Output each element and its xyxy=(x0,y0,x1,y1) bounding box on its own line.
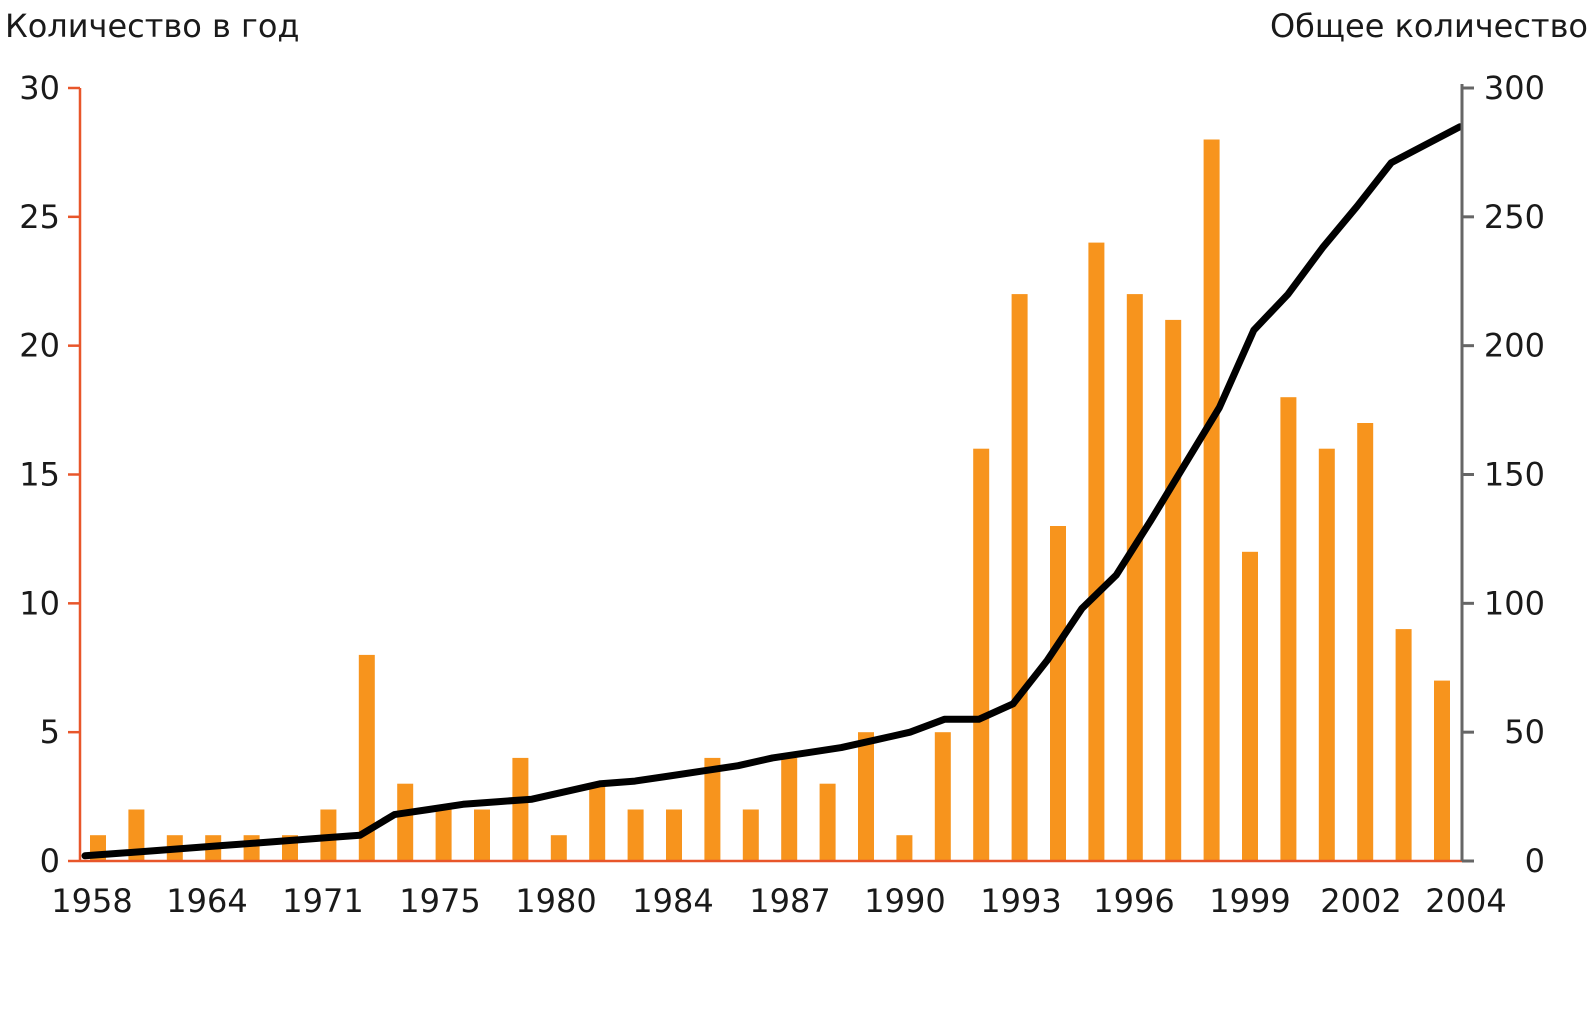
bar xyxy=(512,757,529,861)
bar xyxy=(704,757,721,861)
bar xyxy=(550,835,567,861)
x-tick-label: 1958 xyxy=(51,882,132,920)
x-tick-label: 1975 xyxy=(399,882,480,920)
bar xyxy=(1203,139,1220,861)
y-right-tick-label: 250 xyxy=(1484,198,1545,236)
bar xyxy=(435,809,452,861)
x-tick-label: 1993 xyxy=(980,882,1061,920)
bar xyxy=(934,732,951,861)
cumulative-line-series xyxy=(81,123,1464,860)
bar xyxy=(858,732,874,861)
x-tick-label: 1984 xyxy=(632,882,713,920)
y-right-tick-label: 200 xyxy=(1484,327,1545,365)
y-right-tick-label: 150 xyxy=(1484,456,1545,494)
bar xyxy=(1011,294,1028,862)
bar xyxy=(1357,423,1374,861)
bar xyxy=(627,809,644,861)
bar xyxy=(1395,629,1412,861)
y-axis-left-ticks: 0 5 10 15 20 25 30 xyxy=(19,69,80,880)
bar xyxy=(819,783,836,861)
bar xyxy=(1434,680,1450,861)
y-left-tick-label: 0 xyxy=(40,842,60,880)
x-tick-label: 1999 xyxy=(1209,882,1290,920)
y-left-tick-label: 25 xyxy=(19,198,60,236)
y-right-tick-label: 300 xyxy=(1484,69,1545,107)
bar xyxy=(1165,319,1182,861)
x-tick-label: 1996 xyxy=(1093,882,1174,920)
x-tick-label: 2004 xyxy=(1425,882,1506,920)
x-tick-label: 1971 xyxy=(282,882,363,920)
x-tick-label: 2002 xyxy=(1320,882,1401,920)
y-right-tick-label: 50 xyxy=(1504,713,1545,751)
y-left-tick-label: 5 xyxy=(40,713,60,751)
y-axis-right-title: Общее количество xyxy=(1270,7,1588,45)
bar xyxy=(1088,242,1105,862)
bar xyxy=(1050,526,1066,861)
bar xyxy=(666,809,682,861)
bar xyxy=(589,783,606,861)
y-left-tick-label: 30 xyxy=(19,69,60,107)
x-tick-label: 1990 xyxy=(864,882,945,920)
y-left-tick-label: 20 xyxy=(19,327,60,365)
bar xyxy=(1280,397,1297,861)
bar xyxy=(397,783,414,861)
y-right-tick-label: 100 xyxy=(1484,584,1545,622)
y-left-tick-label: 15 xyxy=(19,456,60,494)
y-axis-right-ticks: 0 50 100 150 200 250 300 xyxy=(1462,69,1545,880)
x-axis-ticks: 1958 1964 1971 1975 1980 1984 1987 1990 1993 1996… xyxy=(51,882,1506,920)
bar xyxy=(474,809,490,861)
bar xyxy=(1318,448,1335,861)
x-tick-label: 1964 xyxy=(166,882,247,920)
y-axis-left-title: Количество в год xyxy=(5,7,300,45)
bar-series xyxy=(90,139,1450,862)
bar xyxy=(973,448,990,861)
bar xyxy=(781,757,798,861)
cumulative-line xyxy=(81,123,1464,860)
bar xyxy=(243,835,260,861)
y-right-tick-label: 0 xyxy=(1525,842,1545,880)
bar xyxy=(128,809,145,861)
bar xyxy=(358,654,375,861)
bar xyxy=(1126,294,1143,862)
y-left-tick-label: 10 xyxy=(19,584,60,622)
x-tick-label: 1987 xyxy=(749,882,830,920)
bar xyxy=(742,809,759,861)
bar xyxy=(896,835,913,861)
bar xyxy=(1242,551,1258,861)
x-tick-label: 1980 xyxy=(515,882,596,920)
